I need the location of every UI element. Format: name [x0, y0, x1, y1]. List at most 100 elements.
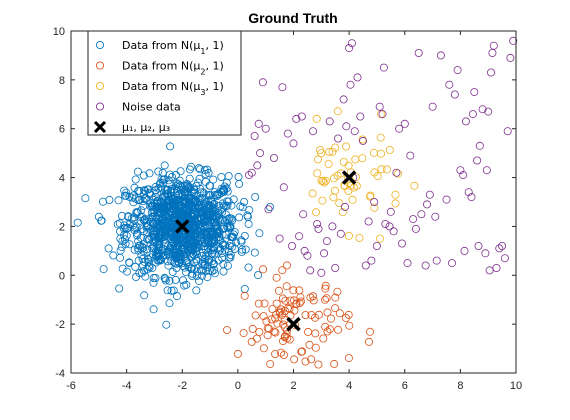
data-point: [485, 266, 494, 275]
data-point: [172, 292, 181, 301]
data-point: [341, 313, 350, 322]
data-point: [156, 178, 165, 187]
data-point: [202, 198, 211, 207]
data-point: [157, 183, 166, 192]
data-point: [409, 215, 418, 224]
data-point: [370, 197, 379, 206]
data-point: [138, 243, 147, 252]
data-point: [192, 286, 201, 295]
data-point: [142, 218, 151, 227]
data-point: [273, 319, 282, 328]
data-point: [400, 119, 409, 128]
data-point: [391, 199, 400, 208]
data-point: [153, 233, 162, 242]
data-point: [175, 176, 184, 185]
data-point: [421, 261, 430, 270]
data-point: [226, 250, 235, 259]
data-point: [206, 181, 215, 190]
data-point: [239, 329, 248, 338]
data-point: [358, 154, 367, 163]
data-point: [378, 110, 387, 119]
data-point: [167, 286, 176, 295]
data-point: [320, 295, 329, 304]
data-point: [347, 39, 356, 48]
data-point: [295, 232, 304, 241]
data-point: [205, 181, 214, 190]
data-point: [145, 235, 154, 244]
data-point: [279, 320, 288, 329]
data-point: [425, 190, 434, 199]
data-point: [300, 246, 309, 255]
data-point: [326, 314, 335, 323]
data-point: [385, 222, 394, 231]
data-point: [247, 337, 256, 346]
data-point: [129, 198, 138, 207]
data-point: [473, 156, 482, 165]
data-point: [348, 195, 357, 204]
y-tick-label: -4: [55, 368, 65, 380]
data-point: [97, 216, 106, 225]
data-point: [255, 327, 264, 336]
legend-marker: [95, 81, 105, 91]
data-point: [117, 211, 126, 220]
legend-label: Noise data: [122, 101, 181, 114]
data-point: [442, 195, 451, 204]
data-point: [104, 244, 113, 253]
data-point: [474, 241, 483, 250]
data-point: [160, 161, 169, 170]
data-point: [271, 314, 280, 323]
data-point: [329, 174, 338, 183]
data-point: [164, 195, 173, 204]
data-point: [297, 112, 306, 121]
data-point: [262, 317, 271, 326]
data-point: [304, 327, 313, 336]
data-point: [145, 169, 154, 178]
data-point: [158, 168, 167, 177]
data-point: [217, 172, 226, 181]
data-point: [282, 282, 291, 291]
data-point: [205, 227, 214, 236]
data-point: [151, 186, 160, 195]
data-point: [488, 49, 497, 58]
data-point: [170, 238, 179, 247]
data-point: [223, 201, 232, 210]
data-point: [450, 90, 459, 99]
data-point: [276, 348, 285, 357]
data-point: [278, 294, 287, 303]
data-point: [256, 149, 265, 158]
data-point: [268, 304, 277, 313]
data-point: [176, 250, 185, 259]
data-point: [345, 321, 354, 330]
data-point: [267, 315, 276, 324]
legend-marker: [95, 40, 105, 50]
data-point: [314, 360, 323, 369]
data-point: [274, 286, 283, 295]
data-point: [322, 237, 331, 246]
data-point: [325, 147, 334, 156]
data-point: [205, 266, 214, 275]
data-point: [123, 267, 132, 276]
data-point: [331, 293, 340, 302]
data-point: [266, 360, 275, 369]
data-point: [283, 304, 292, 313]
data-point: [178, 209, 187, 218]
x-tick-label: -4: [122, 380, 132, 392]
data-point: [325, 325, 334, 334]
data-point: [486, 68, 495, 77]
data-point: [237, 237, 246, 246]
data-point: [194, 164, 203, 173]
data-point: [234, 172, 243, 181]
data-point: [370, 203, 379, 212]
data-point: [346, 80, 355, 89]
data-point: [155, 208, 164, 217]
data-point: [182, 280, 191, 289]
data-point: [139, 240, 148, 249]
data-point: [147, 208, 156, 217]
data-point: [341, 142, 350, 151]
data-point: [165, 207, 174, 216]
data-point: [199, 201, 208, 210]
data-point: [149, 305, 158, 314]
data-point: [163, 257, 172, 266]
data-point: [344, 310, 353, 319]
